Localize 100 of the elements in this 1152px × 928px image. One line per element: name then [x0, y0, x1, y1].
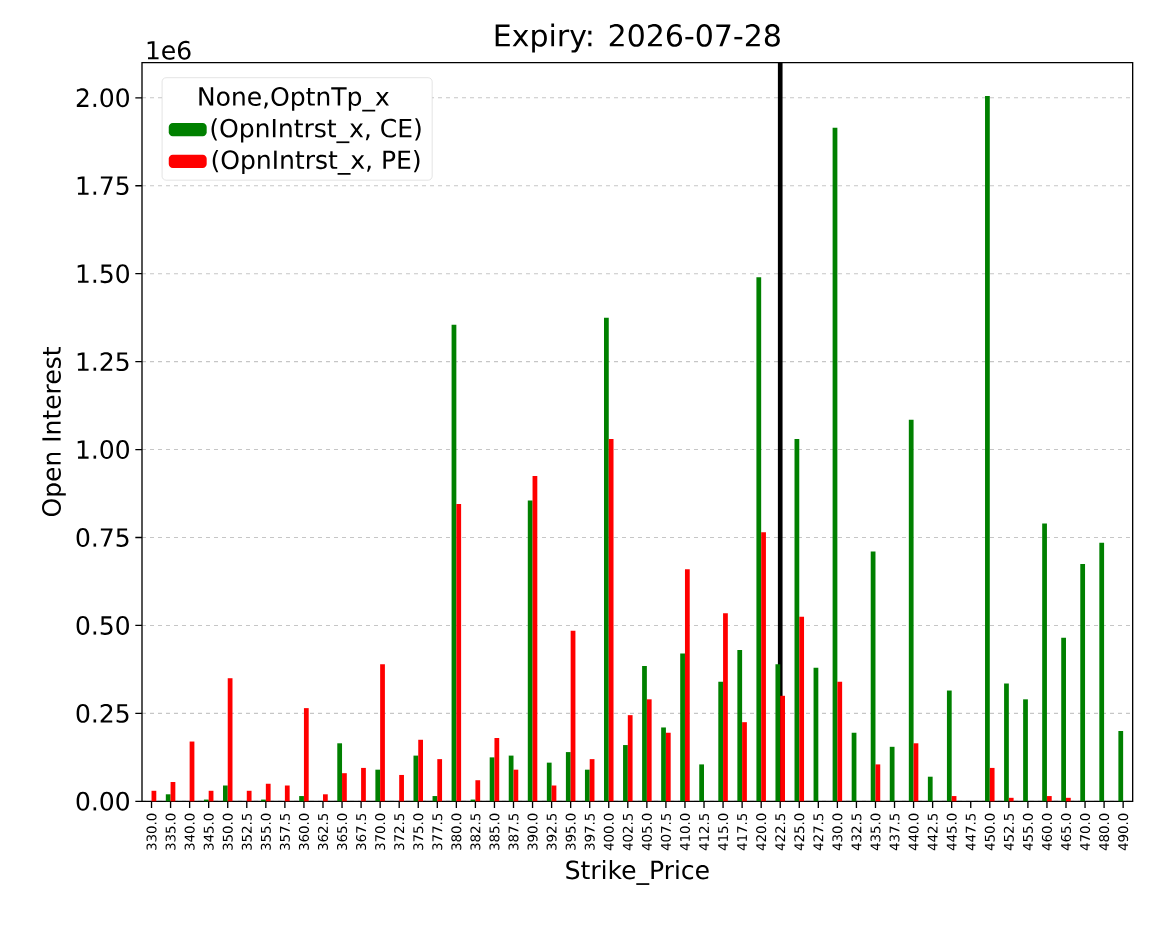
x-tick-label: 355.0: [260, 813, 271, 850]
bar: [799, 616, 805, 802]
x-tick-label: 447.5: [965, 813, 976, 851]
x-tick-label: 427.5: [813, 813, 824, 851]
bar: [737, 650, 743, 802]
y-tick-label: 0.75: [76, 528, 129, 547]
x-tick-label: 430.0: [832, 813, 843, 851]
x-tick-label: 392.5: [546, 813, 557, 850]
x-tick-label: 352.5: [241, 813, 252, 850]
x-tick-label: 345.0: [203, 813, 214, 850]
bar: [1004, 683, 1009, 802]
y-tick-label: 1.50: [77, 264, 129, 284]
bar: [699, 764, 705, 802]
bar: [661, 727, 666, 802]
x-tick-label: 400.0: [603, 813, 614, 851]
x-tick-label: 350.0: [222, 813, 233, 850]
x-tick-label: 450.0: [984, 813, 995, 851]
bar: [284, 785, 290, 802]
x-tick-label: 375.0: [413, 813, 424, 850]
x-tick-label: 335.0: [165, 813, 176, 850]
x-tick-label: 417.5: [737, 813, 748, 851]
bar: [946, 690, 952, 802]
bar: [361, 767, 366, 802]
bar: [780, 695, 785, 802]
bar: [1099, 542, 1105, 802]
x-tick-label: 445.0: [946, 813, 957, 851]
bar: [546, 762, 552, 802]
bar: [1118, 730, 1124, 802]
legend-title: None,OptnTp_x: [199, 87, 389, 112]
legend-label: (OpnIntrst_x, PE): [212, 149, 420, 175]
y-axis-title: Open Interest: [42, 347, 66, 517]
bar: [337, 743, 343, 802]
x-tick-label: 490.0: [1118, 813, 1129, 851]
x-tick-label: 357.5: [279, 813, 290, 850]
y-tick-label: 0.00: [76, 791, 129, 811]
legend-label: (OpnIntrst_x, CE): [211, 118, 421, 144]
x-tick-label: 377.5: [432, 813, 443, 850]
bar: [303, 708, 309, 802]
bar: [437, 759, 443, 802]
bar: [1061, 637, 1066, 802]
bar: [1046, 796, 1052, 802]
y-tick-label: 0.25: [76, 703, 129, 723]
x-tick-label: 422.5: [775, 813, 786, 851]
bar: [399, 774, 404, 802]
bar: [775, 664, 781, 802]
x-tick-label: 480.0: [1099, 813, 1110, 851]
bar: [646, 699, 652, 802]
bar: [475, 780, 481, 802]
bar: [680, 653, 685, 802]
bar: [299, 796, 304, 802]
bar: [246, 790, 252, 802]
x-tick-label: 362.5: [317, 813, 329, 850]
bar: [665, 732, 671, 802]
x-tick-label: 420.0: [756, 813, 767, 851]
x-tick-label: 382.5: [470, 813, 481, 850]
bar: [889, 746, 895, 802]
bar: [756, 277, 762, 802]
bar: [165, 794, 171, 802]
x-tick-label: 440.0: [908, 813, 919, 851]
bar: [627, 715, 633, 802]
y-tick-label: 1.25: [77, 352, 129, 372]
x-tick-label: 402.5: [622, 813, 633, 851]
bar: [718, 681, 724, 802]
x-tick-label: 387.5: [508, 813, 519, 850]
x-tick-label: 385.0: [489, 813, 500, 850]
bar: [413, 755, 419, 802]
bar: [684, 569, 690, 802]
bar: [761, 532, 766, 802]
x-tick-label: 370.0: [375, 813, 386, 850]
x-tick-label: 367.5: [356, 813, 367, 850]
bar: [418, 739, 424, 802]
x-tick-label: 395.0: [565, 813, 576, 850]
x-tick-label: 330.0: [146, 813, 157, 850]
x-tick-label: 407.5: [660, 813, 671, 851]
bar: [723, 613, 728, 802]
y-tick-label: 1.75: [77, 176, 129, 196]
x-tick-label: 397.5: [584, 813, 595, 850]
bar: [322, 794, 328, 802]
bar: [456, 504, 462, 802]
bar: [527, 500, 533, 802]
x-tick-label: 380.0: [451, 813, 462, 850]
x-tick-label: 412.5: [698, 813, 710, 851]
x-tick-label: 470.0: [1079, 813, 1091, 851]
bar: [989, 767, 995, 802]
x-tick-label: 410.0: [679, 813, 691, 851]
bar: [1023, 699, 1028, 802]
x-tick-label: 432.5: [851, 813, 862, 851]
y-tick-label: 1.00: [77, 440, 129, 460]
bar: [742, 722, 747, 802]
bar: [985, 96, 990, 802]
x-tick-label: 360.0: [298, 813, 309, 850]
bar: [604, 317, 609, 802]
x-tick-label: 442.5: [927, 813, 938, 851]
bar: [608, 439, 614, 802]
y-tick-label: 2.00: [76, 88, 129, 108]
x-tick-label: 372.5: [394, 813, 405, 850]
x-tick-label: 465.0: [1060, 813, 1072, 851]
x-tick-label: 405.0: [641, 813, 652, 851]
bar: [222, 785, 228, 802]
bar: [1042, 523, 1047, 802]
